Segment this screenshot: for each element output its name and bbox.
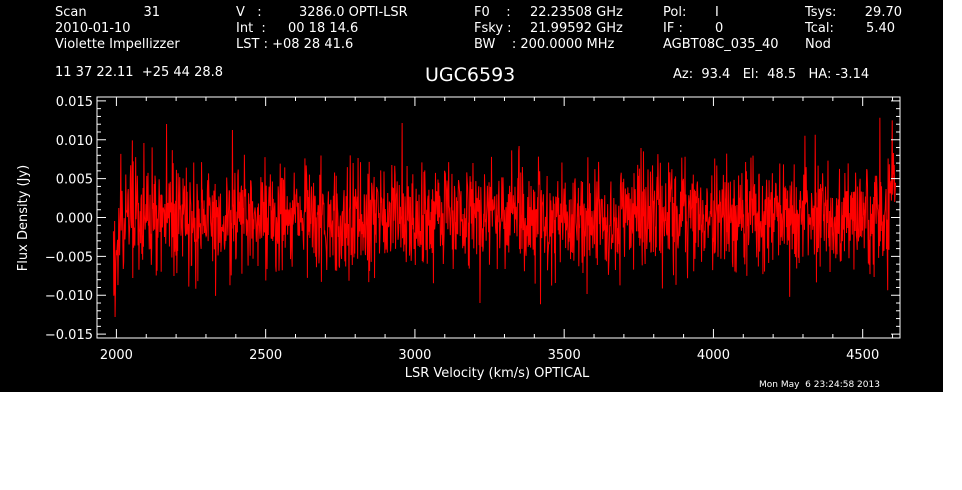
fsky-label: Fsky :	[474, 21, 512, 36]
velocity-label: V :	[236, 5, 262, 20]
observer-name: Violette Impellizzer	[55, 37, 180, 52]
x-axis-label: LSR Velocity (km/s) OPTICAL	[405, 366, 590, 381]
f0-value: 22.23508 GHz	[530, 5, 623, 20]
tcal-value: 5.40	[866, 21, 895, 36]
spectrum-series-line	[112, 117, 897, 318]
tsys-label: Tsys:	[805, 5, 837, 20]
plot-window: Scan 31 2010-01-10 Violette Impellizzer …	[0, 0, 943, 392]
if-label: IF :	[663, 21, 683, 36]
y-tick-label: 0.015	[56, 95, 93, 110]
obs-mode: Nod	[805, 37, 831, 52]
scan-label: Scan	[55, 5, 87, 20]
x-tick-label: 4500	[846, 348, 879, 363]
fsky-value: 21.99592 GHz	[530, 21, 623, 36]
spectrum-layer	[112, 117, 897, 318]
source-coords: 11 37 22.11 +25 44 28.8	[55, 65, 224, 80]
chart-title: UGC6593	[425, 64, 516, 86]
x-tick-label: 3500	[548, 348, 581, 363]
velocity-value: 3286.0 OPTI-LSR	[299, 5, 408, 20]
pointing-info: Az: 93.4 El: 48.5 HA: -3.14	[673, 67, 870, 82]
bw-label: BW : 200.0000 MHz	[474, 37, 615, 52]
int-label: Int :	[236, 21, 266, 36]
x-tick-label: 2000	[100, 348, 133, 363]
if-value: 0	[715, 21, 724, 36]
project-id: AGBT08C_035_40	[663, 37, 779, 52]
y-tick-label: 0.010	[56, 134, 93, 149]
pol-value: I	[715, 5, 719, 20]
y-tick-label: 0.000	[56, 212, 93, 227]
int-value: 00 18 14.6	[288, 21, 359, 36]
scan-value: 31	[143, 5, 160, 20]
obs-date: 2010-01-10	[55, 21, 131, 36]
y-tick-label: −0.010	[45, 289, 93, 304]
pol-label: Pol:	[663, 5, 687, 20]
y-axis-label: Flux Density (Jy)	[16, 165, 31, 271]
lst-label: LST : +08 28 41.6	[236, 37, 354, 52]
f0-label: F0 :	[474, 5, 511, 20]
y-tick-label: −0.005	[45, 250, 93, 265]
plot-timestamp: Mon May 6 23:24:58 2013	[759, 380, 880, 390]
y-tick-label: 0.005	[56, 173, 93, 188]
tcal-label: Tcal:	[805, 21, 834, 36]
x-tick-label: 4000	[697, 348, 730, 363]
spectrum-plot: 2000 2500 3000 3500 4000 4500 −0.015 −0.010 −0.0…	[16, 95, 901, 381]
x-tick-label: 2500	[249, 348, 282, 363]
ticks-layer: 2000 2500 3000 3500 4000 4500 −0.015 −0.010 −0.0…	[45, 95, 900, 363]
y-tick-label: −0.015	[45, 328, 93, 343]
x-tick-label: 3000	[398, 348, 431, 363]
tsys-value: 29.70	[864, 5, 902, 20]
